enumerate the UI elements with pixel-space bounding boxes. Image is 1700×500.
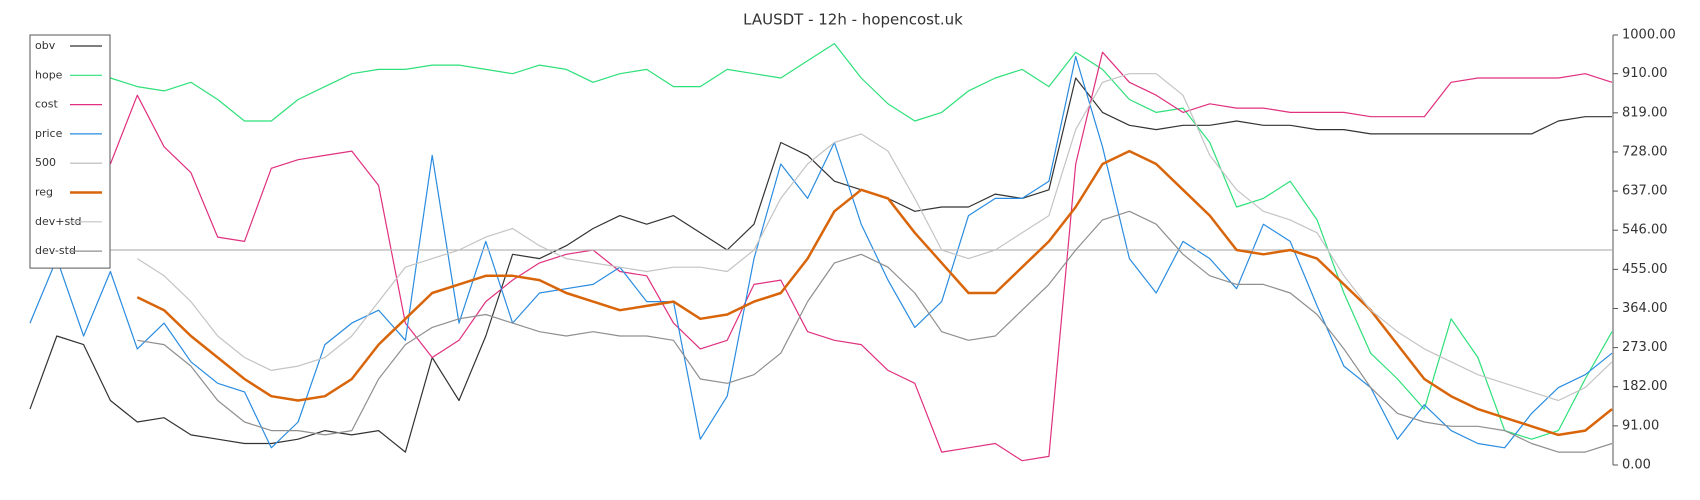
- y-tick-label: 546.00: [1622, 223, 1668, 238]
- legend-label: price: [35, 127, 63, 140]
- series-line: [29, 55, 1613, 449]
- series-line: [137, 210, 1613, 453]
- legend-label: dev+std: [35, 215, 82, 228]
- legend-box: [29, 34, 111, 269]
- legend-label: obv: [35, 39, 56, 52]
- legend-label: 500: [35, 156, 56, 169]
- legend: obv hope cost price 500 reg dev+std dev-std: [29, 34, 111, 269]
- legend-label: hope: [35, 68, 63, 81]
- y-tick-label: 182.00: [1622, 379, 1668, 394]
- series-line: [109, 51, 1613, 462]
- chart-title: LAUSDT - 12h - hopencost.uk: [743, 11, 963, 29]
- y-tick-label: 637.00: [1622, 184, 1668, 199]
- legend-label: reg: [35, 186, 53, 199]
- series-line: [29, 77, 1612, 453]
- y-tick-label: 728.00: [1622, 144, 1668, 159]
- y-tick-label: 0.00: [1622, 458, 1651, 473]
- y-tick-label: 273.00: [1622, 340, 1668, 355]
- y-tick-label: 819.00: [1622, 105, 1668, 120]
- y-tick-label: 455.00: [1622, 262, 1668, 277]
- series-line: [29, 43, 1613, 440]
- legend-label: cost: [35, 98, 59, 111]
- y-tick-label: 1000.00: [1622, 28, 1676, 43]
- legend-label: dev-std: [35, 244, 76, 257]
- y-tick-label: 364.00: [1622, 301, 1668, 316]
- y-tick-label: 910.00: [1622, 66, 1668, 81]
- y-tick-label: 91.00: [1622, 418, 1659, 433]
- series-line: [136, 73, 1613, 402]
- series-line: [136, 149, 1613, 437]
